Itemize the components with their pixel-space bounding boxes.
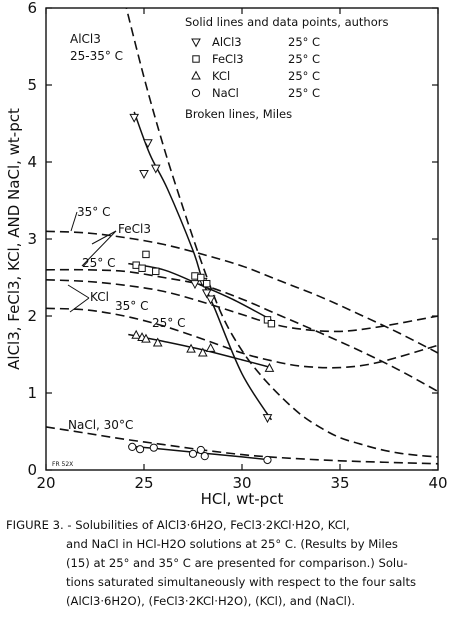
caption-line-2: and NaCl in HCl-H2O solutions at 25° C. … <box>66 537 398 551</box>
data-point-kcl <box>141 333 151 343</box>
legend-temp: 25° C <box>288 35 320 49</box>
data-point-alcl3 <box>150 164 161 174</box>
data-point-alcl3 <box>129 113 140 123</box>
data-point-kcl <box>264 362 275 372</box>
series-line-fecl3-25-c-dashed <box>46 268 438 393</box>
legend-marker-nacl <box>191 88 201 98</box>
annotation-kcl: KCl <box>90 290 109 304</box>
annotation-kcl_35: 35° C <box>115 299 148 313</box>
caption-line-1: FIGURE 3. - Solubilities of AlCl3·6H2O, … <box>6 518 350 532</box>
annotation-stamp: FR 52X <box>52 461 73 468</box>
data-point-nacl <box>200 452 209 461</box>
data-point-kcl <box>131 329 141 339</box>
data-point-alcl3 <box>143 139 153 149</box>
data-point-kcl <box>186 343 196 353</box>
legend-marker-kcl <box>191 70 201 80</box>
series-line-kcl-35-c-dashed <box>46 279 438 333</box>
y-tick-label: 1 <box>27 384 37 402</box>
legend-salt: AlCl3 <box>212 35 242 49</box>
y-tick-label: 3 <box>27 230 37 248</box>
annotation-kcl_25: 25° C <box>152 316 185 330</box>
x-axis-title: HCl, wt-pct <box>201 490 284 508</box>
x-tick-label: 20 <box>36 474 55 492</box>
legend: Solid lines and data points, authors AlC… <box>185 15 388 121</box>
legend-temp: 25° C <box>288 86 320 100</box>
leader-kcl-a <box>67 284 90 299</box>
legend-marker-fecl3 <box>192 55 200 63</box>
series-line-kcl-25-c-dashed <box>46 307 438 369</box>
y-tick-label: 4 <box>27 153 37 171</box>
y-tick-label: 6 <box>27 0 37 17</box>
series-line-alcl3-25-35-c-dashed <box>125 8 438 458</box>
data-point-alcl3 <box>139 170 149 180</box>
data-point-alcl3 <box>262 414 273 424</box>
data-point-fecl3 <box>267 320 276 328</box>
x-tick-label: 40 <box>428 474 447 492</box>
y-axis-title: AlCl3, FeCl3, KCl, AND NaCl, wt-pct <box>5 108 23 370</box>
series-line-alcl3-solid <box>133 111 273 421</box>
data-point-fecl3 <box>203 279 211 288</box>
figure-caption: FIGURE 3. - Solubilities of AlCl3·6H2O, … <box>4 516 445 611</box>
data-point-fecl3 <box>263 316 272 324</box>
legend-temp: 25° C <box>288 69 320 83</box>
legend-salt: NaCl <box>212 86 239 100</box>
caption-line-3: (15) at 25° and 35° C are presented for … <box>66 556 408 570</box>
legend-salt: KCl <box>212 69 230 83</box>
y-tick-label: 5 <box>27 76 37 94</box>
data-point-kcl <box>152 337 163 347</box>
data-point-kcl <box>205 342 216 352</box>
caption-line-4: tions saturated simultaneously with resp… <box>66 575 417 589</box>
plot-frame <box>45 7 439 471</box>
data-point-alcl3 <box>190 280 200 290</box>
data-point-kcl <box>197 347 208 357</box>
y-tick-label: 2 <box>27 307 37 325</box>
leader-kcl-b <box>69 297 90 313</box>
legend-rows: AlCl3 25° C FeCl3 25° C KCl 25° C NaCl 25° C <box>191 35 320 100</box>
legend-marker-alcl3 <box>191 38 201 48</box>
data-point-nacl <box>188 449 198 458</box>
legend-note: Broken lines, Miles <box>185 107 292 121</box>
annotation-fecl3: FeCl3 <box>118 222 151 236</box>
data-point-nacl <box>263 455 272 465</box>
data-point-nacl <box>135 445 145 454</box>
annotation-nacl: NaCl, 30°C <box>68 418 133 432</box>
leader-fecl3-b <box>81 230 117 267</box>
axis-ticks: 20 25 30 35 40 0 1 2 3 4 5 6 <box>27 0 447 492</box>
x-tick-label: 35 <box>330 474 349 492</box>
leader-fecl3-a <box>91 230 117 245</box>
data-point-fecl3 <box>138 264 146 272</box>
legend-title: Solid lines and data points, authors <box>185 15 388 29</box>
x-tick-label: 25 <box>134 474 153 492</box>
data-point-fecl3 <box>142 250 150 259</box>
data-point-fecl3 <box>197 273 205 282</box>
data-point-alcl3 <box>201 289 212 299</box>
caption-line-5: (AlCl3·6H2O), (FeCl3·2KCl·H2O), (KCl), a… <box>66 594 356 608</box>
data-point-nacl <box>196 445 205 455</box>
curves <box>46 8 438 465</box>
data-point-nacl <box>149 443 158 452</box>
legend-temp: 25° C <box>288 52 320 66</box>
annotation-fecl3_25: 25° C <box>82 256 115 270</box>
data-points <box>128 113 276 465</box>
data-point-alcl3 <box>205 295 216 305</box>
data-point-nacl <box>128 442 137 451</box>
annotation-alcl3_temp: 25-35° C <box>70 49 123 63</box>
y-tick-label: 0 <box>27 461 37 479</box>
x-tick-label: 30 <box>232 474 251 492</box>
series-line-fecl3-35-c-dashed <box>46 230 438 354</box>
data-point-fecl3 <box>152 267 160 276</box>
legend-salt: FeCl3 <box>212 52 244 66</box>
series-line-nacl-30-c-dashed <box>46 426 438 465</box>
annotation-alcl3: AlCl3 <box>70 32 101 46</box>
annotations: AlCl3 25-35° C 35° C FeCl3 25° C KCl 35° C 25° … <box>52 32 185 468</box>
annotation-fecl3_35: 35° C <box>77 205 110 219</box>
leader-fecl3-35 <box>70 211 78 232</box>
